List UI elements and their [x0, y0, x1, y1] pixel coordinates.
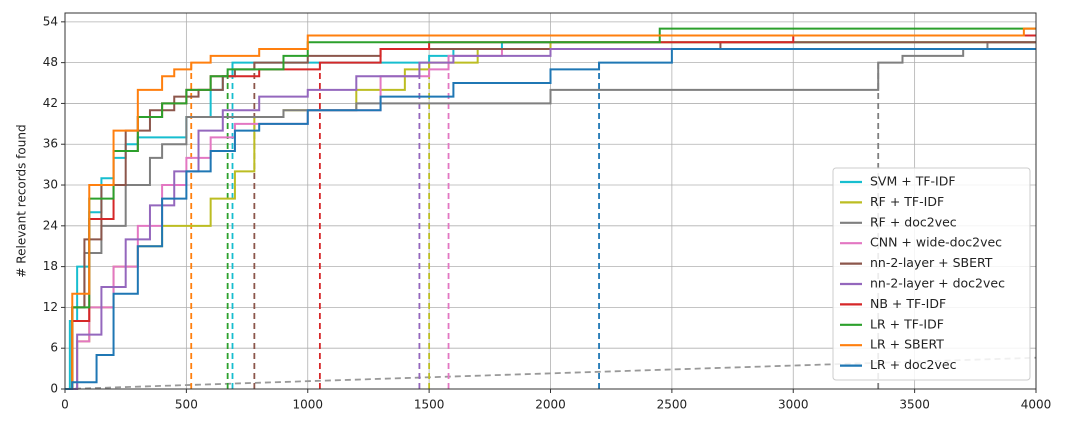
y-tick-label: 0 — [50, 382, 58, 396]
series-line — [65, 27, 1036, 390]
y-tick-label: 30 — [43, 178, 58, 192]
legend-label: LR + TF-IDF — [870, 316, 944, 331]
plot-frame — [64, 12, 1037, 390]
y-axis-label: # Relevant records found — [15, 124, 29, 277]
y-tick-label: 6 — [50, 341, 58, 355]
x-tick-label: 1500 — [414, 398, 445, 412]
x-tick-label: 500 — [175, 398, 198, 412]
series-line — [65, 48, 1036, 390]
legend-label: NB + TF-IDF — [870, 296, 946, 311]
x-tick-label: 4000 — [1021, 398, 1052, 412]
y-tick-label: 36 — [43, 137, 58, 151]
legend-label: LR + SBERT — [870, 337, 944, 352]
x-tick-label: 3000 — [778, 398, 809, 412]
series-line — [65, 41, 1036, 390]
y-tick-label: 54 — [43, 14, 58, 28]
x-tick-label: 1000 — [292, 398, 323, 412]
legend-label: LR + doc2vec — [870, 357, 957, 372]
legend-label: CNN + wide-doc2vec — [870, 235, 1002, 250]
series-line — [65, 48, 1036, 390]
y-tick-label: 12 — [43, 300, 58, 314]
y-tick-label: 48 — [43, 55, 58, 69]
y-tick-label: 24 — [43, 218, 58, 232]
y-tick-label: 18 — [43, 259, 58, 273]
legend-label: nn-2-layer + SBERT — [870, 255, 993, 270]
legend-label: RF + doc2vec — [870, 214, 957, 229]
y-tick-label: 42 — [43, 96, 58, 110]
x-tick-label: 3500 — [899, 398, 930, 412]
legend-label: RF + TF-IDF — [870, 194, 944, 209]
series-line — [65, 41, 1036, 390]
legend-label: SVM + TF-IDF — [870, 174, 956, 189]
x-tick-label: 2000 — [535, 398, 566, 412]
x-tick-label: 2500 — [657, 398, 688, 412]
series-line — [65, 48, 1036, 390]
legend-box — [832, 167, 1031, 381]
legend-label: nn-2-layer + doc2vec — [870, 276, 1005, 291]
x-tick-label: 0 — [61, 398, 69, 412]
